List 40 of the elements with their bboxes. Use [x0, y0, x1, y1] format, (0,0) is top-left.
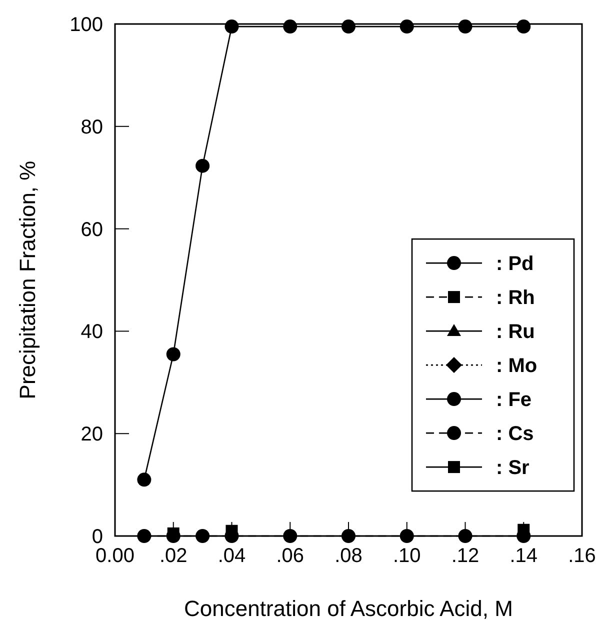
point [458, 20, 472, 34]
x-tick-label: 0.00 [96, 545, 134, 567]
legend-label: : Sr [496, 457, 530, 480]
y-tick-label: 20 [80, 424, 103, 446]
point [342, 529, 356, 543]
x-tick-label: .14 [510, 545, 538, 567]
y-tick-label: 60 [80, 218, 103, 241]
x-tick-label: .06 [276, 545, 304, 567]
x-tick-label: .12 [451, 545, 480, 567]
point [400, 20, 414, 34]
point [137, 472, 152, 487]
y-axis-title: Precipitation Fraction, % [15, 160, 40, 400]
point [458, 529, 472, 543]
point [342, 20, 356, 34]
point [283, 20, 298, 34]
point [224, 20, 239, 34]
y-tick-label: 80 [80, 116, 103, 138]
legend-label: : Mo [496, 355, 538, 378]
point [283, 529, 298, 543]
x-tick-label: .08 [334, 545, 362, 567]
point [166, 347, 180, 362]
point [400, 529, 414, 543]
legend-label: : Cs [496, 423, 534, 446]
y-tick-label: 40 [80, 321, 103, 344]
legend-label: : Ru [496, 321, 535, 344]
point [516, 20, 531, 34]
legend-label: : Rh [496, 287, 535, 310]
legend-label: : Pd [496, 253, 534, 276]
y-tick-label: 100 [70, 14, 103, 36]
x-tick-label: .16 [568, 545, 596, 567]
x-tick-label: .10 [392, 545, 421, 567]
point [196, 158, 210, 173]
point [167, 527, 180, 540]
x-axis-title: Concentration of Ascorbic Acid, M [184, 596, 513, 621]
x-tick-label: .04 [218, 545, 246, 567]
y-tick-label: 0 [92, 526, 103, 548]
x-tick-label: .02 [159, 545, 188, 567]
point [196, 529, 210, 543]
point [137, 529, 152, 543]
legend-label: : Fe [496, 389, 532, 412]
